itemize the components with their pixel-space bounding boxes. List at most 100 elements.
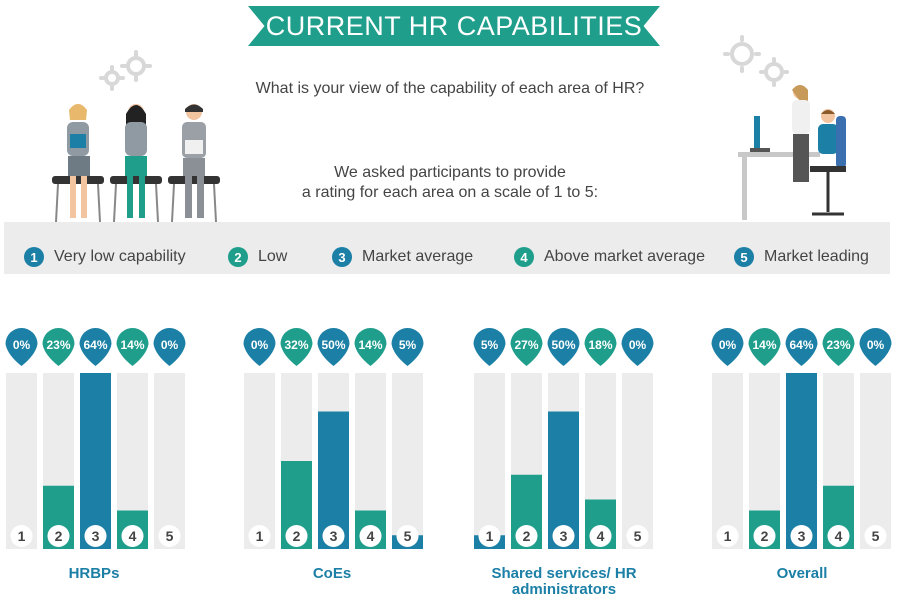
bar-track-shared-services-5 <box>622 373 653 549</box>
bar-hrbps-3 <box>80 373 111 549</box>
value-pin-shared-services-1 <box>473 328 506 366</box>
category-circle-coes-1 <box>248 525 271 547</box>
bar-track-coes-5 <box>392 373 423 549</box>
title-banner: CURRENT HR CAPABILITIES <box>248 6 660 46</box>
category-circle-shared-services-3 <box>552 525 575 547</box>
category-circle-coes-5 <box>396 525 419 547</box>
legend-label-1: Very low capability <box>54 248 186 265</box>
gears-left-icon <box>99 50 152 91</box>
bar-track-hrbps-1 <box>6 373 37 549</box>
value-label-shared-services-5: 0% <box>629 338 647 352</box>
value-pin-shared-services-4 <box>584 328 617 366</box>
category-label-hrbps-4: 4 <box>129 528 137 544</box>
category-circle-shared-services-4 <box>589 525 612 547</box>
category-circle-shared-services-2 <box>515 525 538 547</box>
category-circle-hrbps-2 <box>47 525 70 547</box>
category-label-overall-3: 3 <box>798 528 806 544</box>
value-pin-coes-1 <box>243 328 276 366</box>
bar-track-overall-5 <box>860 373 891 549</box>
legend-item-3: 3 Market average <box>332 245 473 269</box>
value-pin-coes-5 <box>391 328 424 366</box>
bar-track-coes-1 <box>244 373 275 549</box>
value-pin-hrbps-1 <box>5 328 38 366</box>
value-label-overall-1: 0% <box>719 338 737 352</box>
category-label-hrbps-5: 5 <box>166 528 174 544</box>
category-label-overall-1: 1 <box>724 528 732 544</box>
legend-label-5: Market leading <box>764 248 869 265</box>
legend-item-1: 1 Very low capability <box>24 245 186 269</box>
category-label-shared-services-1: 1 <box>486 528 494 544</box>
value-label-shared-services-2: 27% <box>514 338 538 352</box>
value-label-overall-5: 0% <box>867 338 885 352</box>
category-label-shared-services-4: 4 <box>597 528 605 544</box>
category-circle-hrbps-5 <box>158 525 181 547</box>
seated-people-illustration <box>52 104 220 223</box>
value-label-shared-services-1: 5% <box>481 338 499 352</box>
value-label-hrbps-1: 0% <box>13 338 31 352</box>
legend-number-3: 3 <box>332 247 352 267</box>
category-circle-overall-2 <box>753 525 776 547</box>
value-label-overall-3: 64% <box>789 338 813 352</box>
intro-line-2: a rating for each area on a scale of 1 t… <box>301 184 599 201</box>
category-label-hrbps-2: 2 <box>55 528 63 544</box>
value-pin-overall-3 <box>785 328 818 366</box>
value-pin-hrbps-2 <box>42 328 75 366</box>
gears-right-icon <box>723 35 789 87</box>
category-circle-shared-services-1 <box>478 525 501 547</box>
value-label-coes-4: 14% <box>358 338 382 352</box>
legend-label-4: Above market average <box>544 248 705 265</box>
value-pin-coes-4 <box>354 328 387 366</box>
intro-text: We asked participants to provide a ratin… <box>250 163 650 203</box>
value-pin-shared-services-5 <box>621 328 654 366</box>
category-label-shared-services-3: 3 <box>560 528 568 544</box>
category-label-coes-2: 2 <box>293 528 301 544</box>
value-pin-coes-2 <box>280 328 313 366</box>
legend-label-3: Market average <box>362 248 474 265</box>
value-label-overall-2: 14% <box>752 338 776 352</box>
category-label-coes-1: 1 <box>256 528 264 544</box>
category-label-coes-3: 3 <box>330 528 338 544</box>
value-label-coes-3: 50% <box>321 338 345 352</box>
category-label-overall-5: 5 <box>872 528 880 544</box>
category-circle-hrbps-4 <box>121 525 144 547</box>
value-label-shared-services-3: 50% <box>551 338 575 352</box>
value-pin-overall-5 <box>859 328 892 366</box>
category-circle-hrbps-3 <box>84 525 107 547</box>
category-label-overall-2: 2 <box>761 528 769 544</box>
chart-label-shared-services-line-1: Shared services/ HR <box>491 565 637 582</box>
category-label-overall-4: 4 <box>835 528 843 544</box>
category-circle-overall-3 <box>790 525 813 547</box>
value-pin-shared-services-2 <box>510 328 543 366</box>
category-label-hrbps-3: 3 <box>92 528 100 544</box>
legend-item-5: 5 Market leading <box>734 245 869 269</box>
legend-number-1: 1 <box>24 247 44 267</box>
chart-label-shared-services-line-2: administrators <box>511 581 617 598</box>
value-pin-overall-1 <box>711 328 744 366</box>
value-pin-hrbps-4 <box>116 328 149 366</box>
category-label-shared-services-2: 2 <box>523 528 531 544</box>
value-label-overall-4: 23% <box>826 338 850 352</box>
bar-track-overall-1 <box>712 373 743 549</box>
category-circle-shared-services-5 <box>626 525 649 547</box>
category-circle-overall-4 <box>827 525 850 547</box>
category-label-coes-4: 4 <box>367 528 375 544</box>
category-label-shared-services-5: 5 <box>634 528 642 544</box>
bar-track-shared-services-1 <box>474 373 505 549</box>
category-circle-coes-2 <box>285 525 308 547</box>
value-pin-overall-4 <box>822 328 855 366</box>
legend-item-4: 4 Above market average <box>514 245 705 269</box>
value-label-coes-2: 32% <box>284 338 308 352</box>
value-pin-hrbps-3 <box>79 328 112 366</box>
legend-number-5: 5 <box>734 247 754 267</box>
value-label-hrbps-5: 0% <box>161 338 179 352</box>
value-label-hrbps-4: 14% <box>120 338 144 352</box>
bar-track-hrbps-5 <box>154 373 185 549</box>
page-title: CURRENT HR CAPABILITIES <box>265 10 643 41</box>
chart-label-coes: CoEs <box>312 565 352 582</box>
value-pin-coes-3 <box>317 328 350 366</box>
category-circle-coes-3 <box>322 525 345 547</box>
chart-label-shared-services: Shared services/ HR administrators <box>456 566 672 598</box>
category-label-hrbps-1: 1 <box>18 528 26 544</box>
value-pin-overall-2 <box>748 328 781 366</box>
